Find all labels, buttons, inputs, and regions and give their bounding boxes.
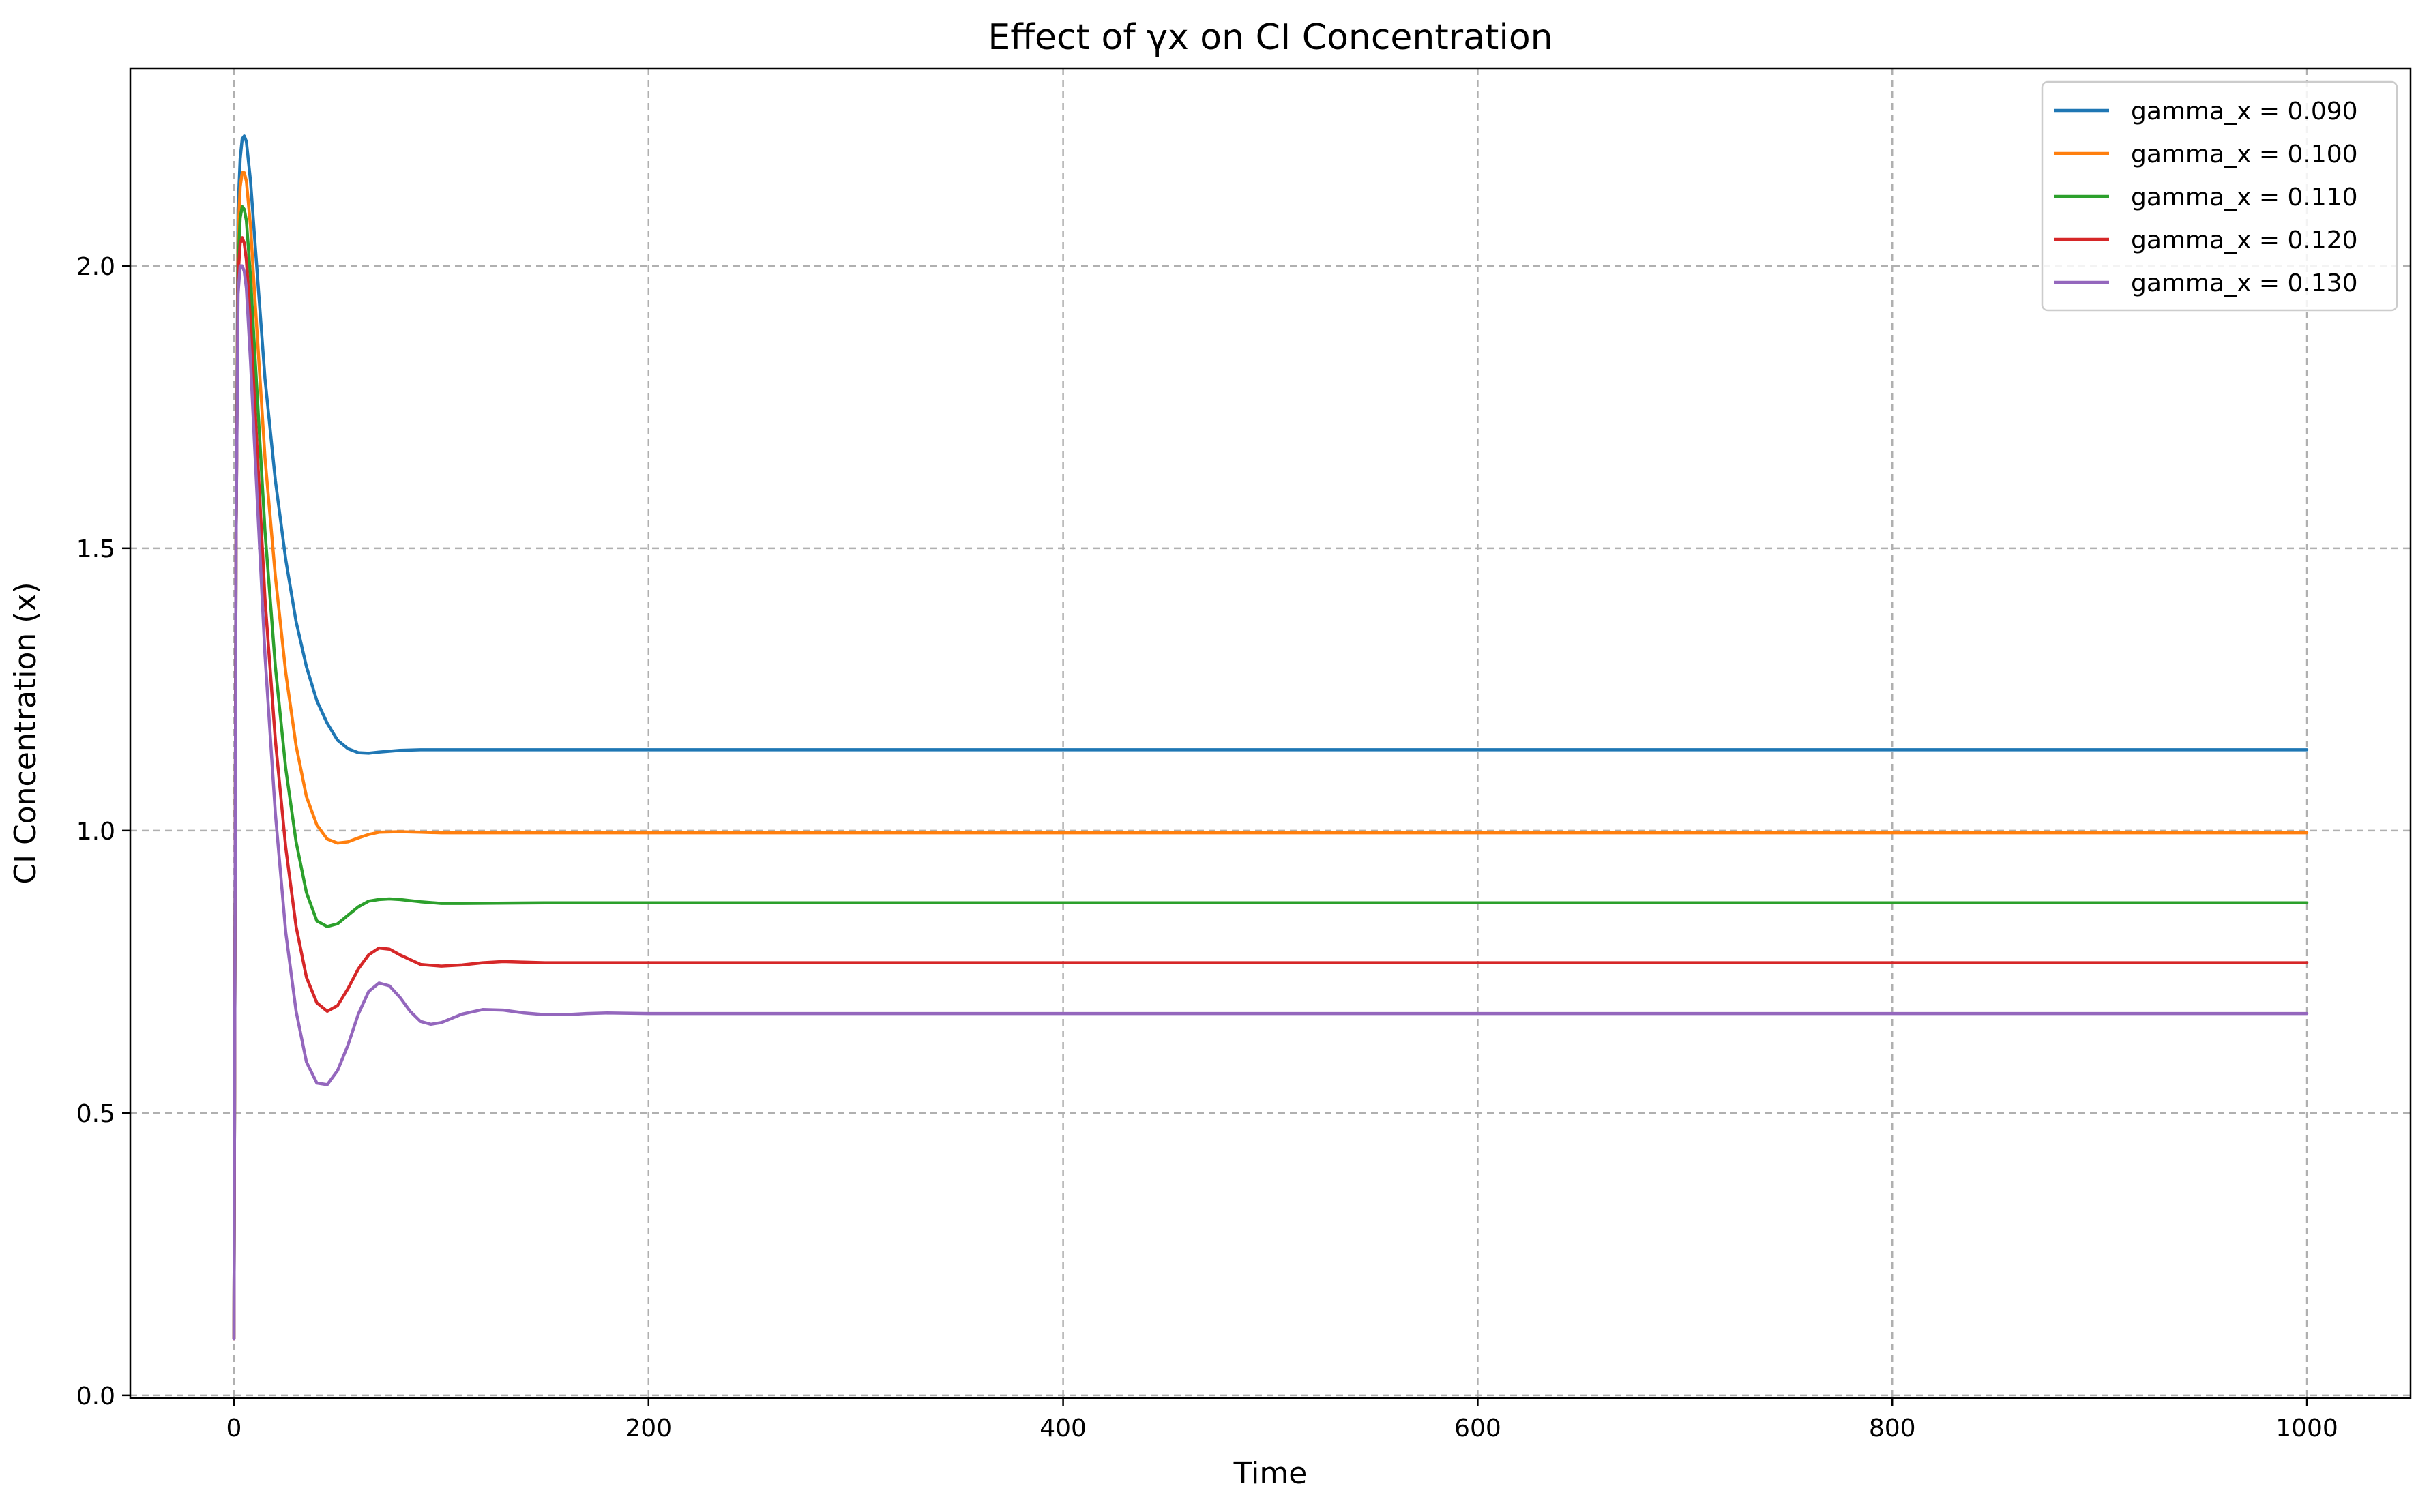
x-tick-label: 800 xyxy=(1869,1414,1916,1442)
y-tick-label: 0.0 xyxy=(76,1382,115,1410)
legend-label-1: gamma_x = 0.090 xyxy=(2131,98,2358,125)
x-tick-label: 1000 xyxy=(2275,1414,2338,1442)
series-line-1 xyxy=(232,134,2309,1341)
x-tick-label: 200 xyxy=(625,1414,672,1442)
legend-label-2: gamma_x = 0.100 xyxy=(2131,140,2358,168)
y-tick-label: 0.5 xyxy=(76,1100,115,1128)
axis-ticks: 0 200 400 600 800 1000 0.0 0.5 1.0 1.5 2.0 xyxy=(76,253,2338,1442)
x-tick-label: 400 xyxy=(1040,1414,1087,1442)
chart-title: Effect of γx on CI Concentration xyxy=(988,17,1552,58)
legend: gamma_x = 0.090 gamma_x = 0.100 gamma_x = … xyxy=(2041,80,2398,312)
series-line-2 xyxy=(232,171,2309,1341)
legend-label-5: gamma_x = 0.130 xyxy=(2131,269,2358,297)
legend-label-4: gamma_x = 0.120 xyxy=(2131,226,2358,254)
y-axis-title: CI Concentration (x) xyxy=(8,582,43,884)
y-tick-label: 1.0 xyxy=(76,818,115,846)
legend-label-3: gamma_x = 0.110 xyxy=(2131,183,2358,211)
series-lines xyxy=(232,134,2309,1341)
y-tick-label: 1.5 xyxy=(76,535,115,563)
y-tick-label: 2.0 xyxy=(76,253,115,281)
x-axis-title: Time xyxy=(1233,1456,1308,1491)
grid xyxy=(130,68,2411,1398)
plot-area-frame xyxy=(129,67,2412,1399)
x-tick-label: 600 xyxy=(1454,1414,1501,1442)
series-line-3 xyxy=(232,205,2309,1341)
series-line-4 xyxy=(232,236,2309,1341)
x-tick-label: 0 xyxy=(226,1414,242,1442)
legend-box xyxy=(2041,80,2398,312)
series-line-5 xyxy=(232,264,2309,1341)
